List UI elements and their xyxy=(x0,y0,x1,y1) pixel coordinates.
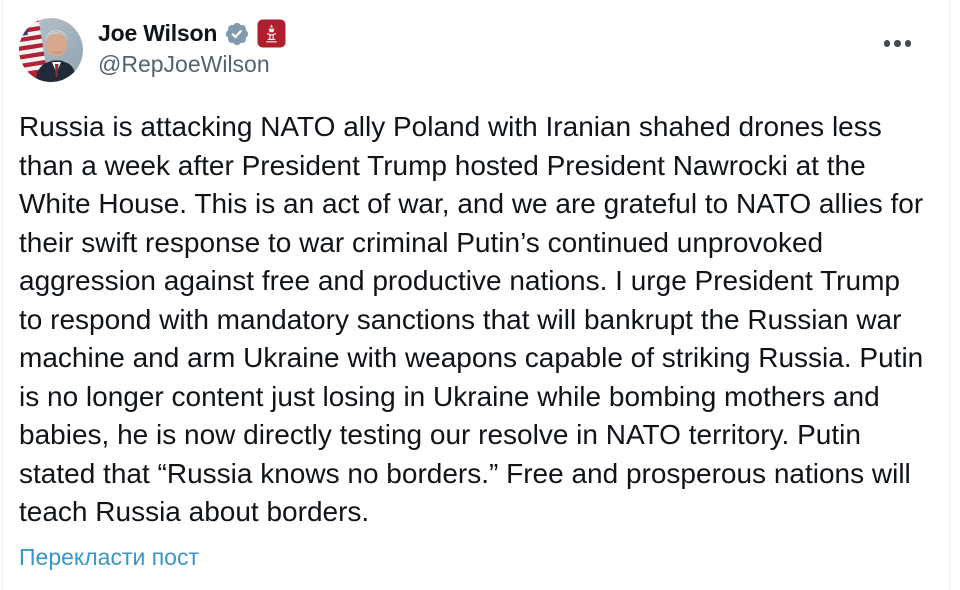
more-icon xyxy=(894,40,901,47)
more-icon xyxy=(904,40,911,47)
author-name-row: Joe Wilson xyxy=(98,19,286,48)
author-display-name[interactable]: Joe Wilson xyxy=(98,20,218,46)
avatar-photo xyxy=(19,18,83,82)
tweet-text: Russia is attacking NATO ally Poland wit… xyxy=(19,111,924,527)
affiliate-badge-icon[interactable] xyxy=(257,19,286,48)
translate-post-link[interactable]: Перекласти пост xyxy=(19,543,199,570)
avatar[interactable] xyxy=(19,18,83,82)
more-icon xyxy=(883,40,890,47)
more-menu-button[interactable] xyxy=(880,36,916,51)
verified-badge-icon xyxy=(224,21,250,47)
author-block: Joe Wilson xyxy=(98,18,286,78)
tweet-header: Joe Wilson xyxy=(3,0,949,82)
author-handle[interactable]: @RepJoeWilson xyxy=(98,51,270,77)
